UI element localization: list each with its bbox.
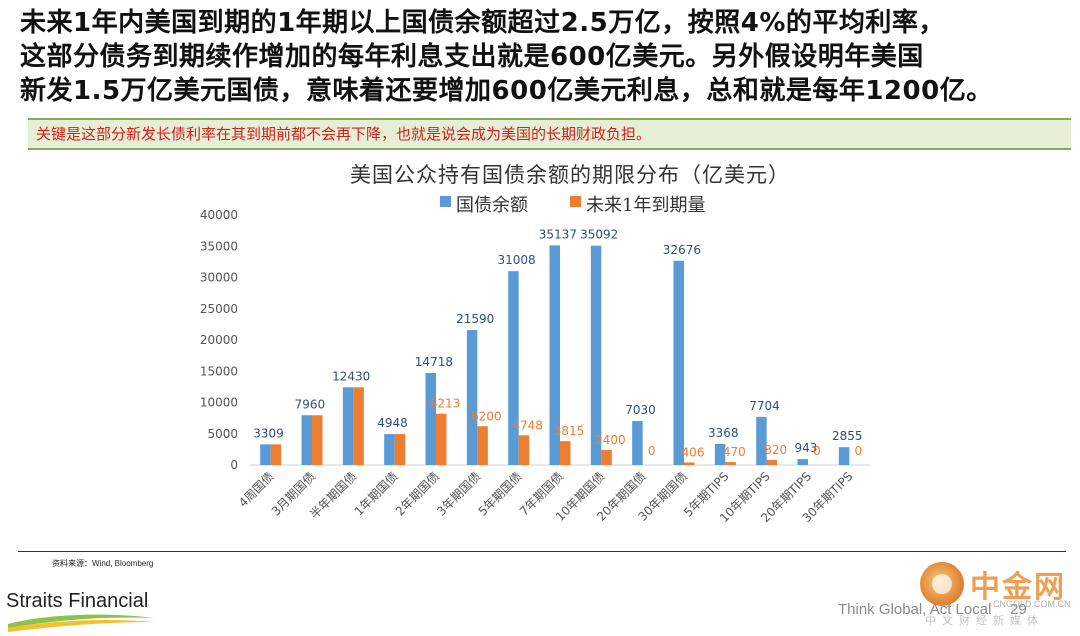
- key-point-callout: 关键是这部分新发长债利率在其到期前都不会再下降，也就是说会成为美国的长期财政负担…: [28, 118, 1071, 150]
- chart-title: 美国公众持有国债余额的期限分布（亿美元）: [350, 163, 790, 187]
- data-label-maturing: 820: [764, 443, 787, 457]
- data-label-balance: 943: [794, 441, 817, 455]
- bar-balance: [673, 260, 684, 465]
- bar-maturing: [436, 413, 447, 465]
- y-tick-label: 40000: [200, 208, 238, 222]
- bar-maturing: [477, 426, 488, 465]
- data-label-maturing: 4748: [512, 418, 543, 432]
- data-label-balance: 35137: [539, 227, 577, 241]
- watermark-name: 中金网: [970, 570, 1066, 605]
- data-label-balance: 12430: [332, 369, 370, 383]
- legend-swatch-2: [570, 196, 581, 207]
- legend-label-2: 未来1年到期量: [586, 195, 705, 216]
- data-label-maturing: 0: [648, 444, 656, 458]
- brand-swoosh-logo: [8, 614, 154, 632]
- data-label-balance: 7704: [749, 399, 780, 413]
- watermark-url: CNGOLD.COM.CN: [993, 599, 1071, 609]
- bar-maturing: [394, 434, 406, 465]
- bar-balance: [797, 459, 808, 465]
- data-label-balance: 21590: [456, 312, 494, 326]
- bar-balance: [508, 271, 519, 465]
- headline-line-3: 新发1.5万亿美元国债，意味着还要增加600亿美元利息，总和就是每年1200亿。: [20, 76, 993, 106]
- y-tick-label: 35000: [200, 239, 238, 253]
- y-tick-label: 0: [230, 458, 238, 472]
- bar-balance: [838, 447, 850, 465]
- legend-label-1: 国债余额: [456, 195, 528, 216]
- slogan: Think Global, Act Local: [838, 601, 992, 618]
- bar-maturing: [601, 450, 612, 465]
- y-tick-label: 30000: [200, 271, 238, 285]
- brand-name: Straits Financial: [6, 590, 149, 612]
- bar-maturing: [518, 435, 530, 465]
- bar-maturing: [684, 462, 695, 465]
- bar-maturing: [270, 444, 282, 465]
- data-label-maturing: 0: [855, 444, 863, 458]
- data-label-maturing: 3815: [554, 424, 585, 438]
- page-number: 29: [1010, 601, 1027, 618]
- bar-maturing: [725, 462, 736, 465]
- data-label-balance: 31008: [497, 253, 535, 267]
- bar-balance: [466, 330, 478, 465]
- bar-maturing: [312, 415, 323, 465]
- source-note: 资料来源：Wind, Bloomberg: [52, 559, 154, 568]
- bar-balance: [549, 245, 560, 465]
- x-axis: 4周国债3月期国债半年期国债1年期国债2年期国债3年期国债5年期国债7年期国债1…: [236, 464, 870, 525]
- chart-legend: 国债余额 未来1年到期量: [440, 195, 705, 216]
- data-label-balance: 3368: [708, 426, 739, 440]
- y-tick-label: 15000: [200, 364, 238, 378]
- headline-line-1: 未来1年内美国到期的1年期以上国债余额超过2.5万亿，按照4%的平均利率，: [20, 8, 945, 38]
- bar-balance: [714, 443, 726, 465]
- x-tick-label: 2年期国债: [393, 469, 442, 518]
- x-tick-label: 5年期国债: [476, 469, 525, 518]
- x-tick-label: 4周国债: [236, 469, 277, 510]
- bar-maturing: [766, 459, 778, 465]
- x-tick-label: 1年期国债: [352, 469, 401, 518]
- x-tick-label: 3年期国债: [434, 469, 483, 518]
- bar-balance: [342, 387, 354, 465]
- bar-balance: [756, 416, 767, 465]
- headline-line-2: 这部分债务到期续作增加的每年利息支出就是600亿美元。另外假设明年美国: [20, 42, 924, 72]
- data-label-maturing: 406: [682, 445, 705, 459]
- data-label-balance: 32676: [663, 243, 701, 257]
- data-label-balance: 14718: [415, 355, 453, 369]
- data-label-balance: 35092: [580, 228, 618, 242]
- data-label-balance: 7960: [295, 397, 326, 411]
- bar-group: [260, 245, 850, 465]
- legend-swatch-1: [440, 196, 451, 207]
- y-axis: 0 5000 10000 15000 20000 25000 30000 35000 40000: [200, 208, 238, 472]
- data-label-group: 3309 7960 12430 4948 14718 8213 21590 6200 31008…: [253, 227, 862, 459]
- watermark-logo-icon: [920, 562, 964, 606]
- headline: 未来1年内美国到期的1年期以上国债余额超过2.5万亿，按照4%的平均利率， 这部…: [20, 6, 1070, 108]
- bar-maturing: [353, 387, 364, 465]
- bar-maturing: [560, 441, 571, 465]
- footer-divider: [18, 551, 1066, 552]
- data-label-maturing: 2400: [595, 433, 626, 447]
- bar-balance: [301, 415, 312, 465]
- data-label-balance: 7030: [625, 403, 656, 417]
- data-label-maturing: 470: [723, 445, 746, 459]
- y-tick-label: 5000: [207, 427, 238, 441]
- y-tick-label: 20000: [200, 333, 238, 347]
- data-label-balance: 4948: [377, 416, 408, 430]
- bar-balance: [632, 421, 643, 465]
- data-label-maturing: 8213: [430, 397, 461, 411]
- bar-balance: [425, 373, 436, 465]
- data-label-balance: 3309: [253, 426, 284, 440]
- data-label-maturing: 6200: [471, 409, 502, 423]
- bar-balance: [260, 444, 271, 465]
- data-label-balance: 2855: [832, 429, 863, 443]
- y-tick-label: 10000: [200, 396, 238, 410]
- watermark-subtitle: 中文财经新媒体: [925, 614, 1044, 627]
- y-tick-label: 25000: [200, 302, 238, 316]
- bar-balance: [384, 434, 395, 465]
- data-label-maturing: 0: [813, 444, 821, 458]
- bar-balance: [590, 245, 602, 465]
